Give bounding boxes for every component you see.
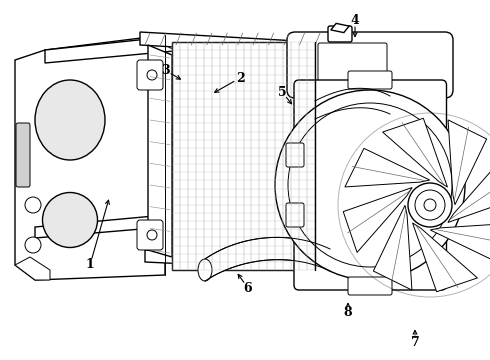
- Ellipse shape: [166, 35, 184, 49]
- Ellipse shape: [323, 249, 337, 271]
- FancyBboxPatch shape: [16, 123, 30, 187]
- Text: 8: 8: [343, 306, 352, 319]
- Polygon shape: [45, 35, 185, 63]
- Polygon shape: [35, 215, 165, 238]
- Polygon shape: [148, 45, 172, 257]
- Circle shape: [147, 70, 157, 80]
- Circle shape: [147, 230, 157, 240]
- Circle shape: [288, 103, 452, 267]
- FancyBboxPatch shape: [328, 26, 352, 42]
- FancyBboxPatch shape: [348, 277, 392, 295]
- Polygon shape: [345, 148, 430, 187]
- FancyBboxPatch shape: [286, 143, 304, 167]
- Ellipse shape: [388, 95, 402, 115]
- Polygon shape: [373, 205, 412, 290]
- Polygon shape: [343, 188, 412, 252]
- Polygon shape: [15, 35, 165, 280]
- Ellipse shape: [43, 193, 98, 248]
- FancyBboxPatch shape: [137, 220, 163, 250]
- Polygon shape: [15, 257, 50, 280]
- Polygon shape: [430, 223, 490, 262]
- Polygon shape: [383, 118, 447, 187]
- Text: 4: 4: [351, 14, 359, 27]
- FancyBboxPatch shape: [137, 60, 163, 90]
- Polygon shape: [315, 88, 390, 119]
- Ellipse shape: [35, 80, 105, 160]
- Text: 6: 6: [244, 282, 252, 294]
- Circle shape: [275, 90, 465, 280]
- FancyBboxPatch shape: [287, 32, 453, 98]
- Circle shape: [25, 237, 41, 253]
- Text: 1: 1: [86, 258, 95, 271]
- Ellipse shape: [309, 101, 321, 119]
- FancyBboxPatch shape: [348, 71, 392, 89]
- FancyBboxPatch shape: [286, 203, 304, 227]
- Circle shape: [424, 199, 436, 211]
- Circle shape: [25, 197, 41, 213]
- Text: 7: 7: [411, 336, 419, 348]
- Polygon shape: [448, 158, 490, 222]
- Polygon shape: [413, 223, 477, 292]
- Text: 5: 5: [278, 86, 286, 99]
- Bar: [172, 42, 315, 270]
- Circle shape: [408, 183, 452, 227]
- Polygon shape: [331, 23, 349, 33]
- Circle shape: [166, 217, 174, 225]
- Text: 3: 3: [161, 63, 170, 77]
- Polygon shape: [205, 237, 330, 281]
- FancyBboxPatch shape: [294, 80, 446, 290]
- Ellipse shape: [162, 215, 178, 228]
- Polygon shape: [140, 32, 315, 55]
- Text: 2: 2: [236, 72, 245, 85]
- FancyBboxPatch shape: [318, 43, 387, 87]
- Polygon shape: [145, 250, 315, 270]
- Polygon shape: [448, 120, 487, 205]
- Circle shape: [170, 37, 180, 47]
- Ellipse shape: [198, 259, 212, 281]
- Circle shape: [415, 190, 445, 220]
